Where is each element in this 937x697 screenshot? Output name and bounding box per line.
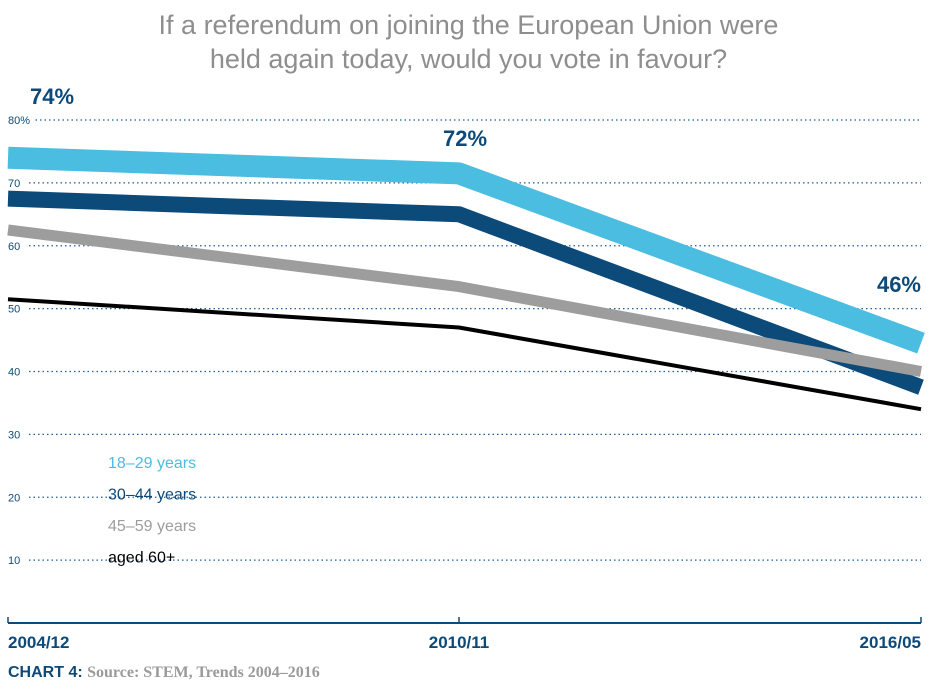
series-lines [7,146,925,412]
y-tick-label: 80% [8,115,30,127]
series-line [7,190,924,395]
value-annotation: 72% [443,126,487,151]
chart-title: If a referendum on joining the European … [0,8,937,76]
series-line [7,146,925,354]
legend: 18–29 years 30–44 years 45–59 years aged 60… [108,455,196,567]
y-tick-label: 40 [8,367,20,379]
y-tick-label: 10 [8,555,20,567]
y-tick-label: 50 [8,304,20,316]
x-axis: 2004/12 2010/11 2016/05 [7,617,922,652]
value-annotation: 46% [877,272,921,297]
y-tick-label: 30 [8,429,20,441]
legend-item: 30–44 years [108,487,196,504]
legend-item: aged 60+ [108,550,175,567]
y-tick-label: 60 [8,241,20,253]
y-axis: 80% 70 60 50 40 30 20 10 [8,115,30,567]
chart-title-line-2: held again today, would you vote in favo… [209,44,728,74]
annotations: 74% 72% 46% [30,84,921,297]
x-tick-label: 2016/05 [860,633,921,652]
gridlines [29,119,921,561]
legend-item: 18–29 years [108,455,196,472]
x-tick-label: 2004/12 [8,633,69,652]
y-tick-label: 20 [8,492,20,504]
legend-item: 45–59 years [108,518,196,535]
source-note: Source: STEM, Trends 2004–2016 [87,664,320,681]
chart-footer: CHART 4: Source: STEM, Trends 2004–2016 [8,664,320,682]
value-annotation: 74% [30,84,74,109]
chart-number-label: CHART 4: [8,664,83,681]
y-tick-label: 70 [8,178,20,190]
chart-title-line-1: If a referendum on joining the European … [158,10,779,40]
series-line [7,224,922,377]
x-tick-label: 2010/11 [429,633,490,652]
series-line [7,297,922,412]
